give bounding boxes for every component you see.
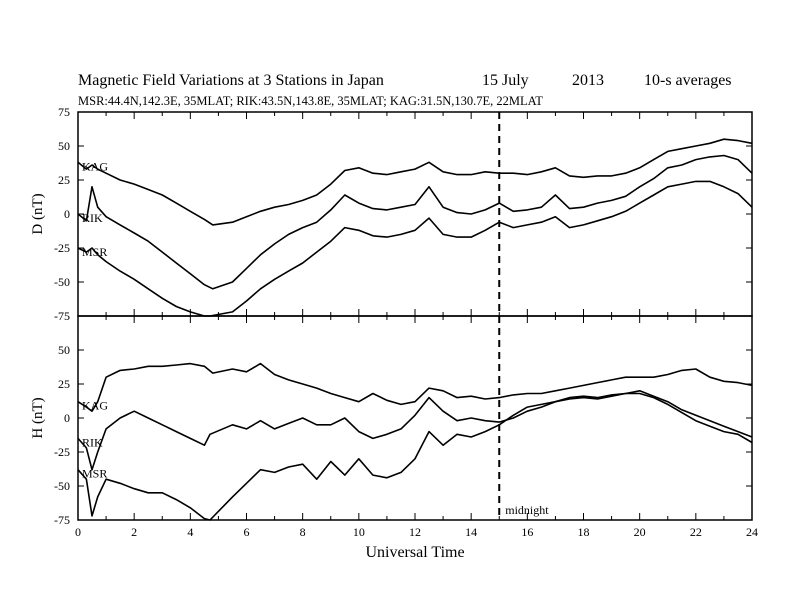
x-tick-label: 8 (300, 525, 306, 539)
x-tick-label: 22 (690, 525, 702, 539)
x-tick-label: 16 (521, 525, 533, 539)
y-tick-label: -75 (54, 513, 70, 527)
y-tick-label: 25 (58, 173, 70, 187)
y-tick-label: 25 (58, 377, 70, 391)
x-tick-label: 12 (409, 525, 421, 539)
series-label-kag-top: KAG (82, 159, 108, 173)
series-line-kag-top (77, 138, 753, 226)
y-tick-label: 50 (58, 343, 70, 357)
series-label-rik-bottom: RIK (82, 435, 103, 449)
x-tick-label: 6 (244, 525, 250, 539)
y-tick-label: 0 (64, 411, 70, 425)
series-line-rik-bottom (77, 392, 753, 471)
x-tick-label: 10 (353, 525, 365, 539)
y-axis-label-bottom: H (nT) (30, 397, 46, 438)
x-tick-label: 14 (465, 525, 477, 539)
panel-frame-top (77, 111, 753, 317)
x-tick-label: 0 (75, 525, 81, 539)
panel-top: 75 50 25 0 -25 -50 -75 D (nT) KAG RIK MSR (30, 105, 753, 323)
y-tick-label: -50 (54, 275, 70, 289)
series-label-kag-bottom: KAG (82, 399, 108, 413)
x-axis-label: Universal Time (365, 544, 464, 561)
series-line-msr-bottom (77, 390, 753, 521)
x-tick-label: 2 (131, 525, 137, 539)
x-tick-label: 4 (187, 525, 193, 539)
chart-averaging-note: 10-s averages (644, 72, 732, 89)
chart-date-day: 15 July (482, 72, 529, 89)
series-label-msr-bottom: MSR (82, 467, 107, 481)
midnight-annotation: midnight (505, 503, 549, 517)
series-label-rik-top: RIK (82, 211, 103, 225)
y-tick-label: -25 (54, 241, 70, 255)
series-label-msr-top: MSR (82, 245, 107, 259)
y-tick-label: -25 (54, 445, 70, 459)
chart-date-year: 2013 (572, 72, 604, 89)
chart-station-subtitle: MSR:44.4N,142.3E, 35MLAT; RIK:43.5N,143.… (78, 94, 543, 108)
y-tick-label: -50 (54, 479, 70, 493)
x-tick-label: 18 (578, 525, 590, 539)
x-tick-label: 20 (634, 525, 646, 539)
chart-title: Magnetic Field Variations at 3 Stations … (78, 72, 384, 89)
series-line-kag-bottom (77, 362, 753, 412)
y-tick-label: 75 (58, 105, 70, 119)
y-axis-label-top: D (nT) (30, 193, 46, 234)
x-tick-label: 24 (746, 525, 758, 539)
series-line-rik-top (77, 154, 753, 290)
y-tick-label: 0 (64, 207, 70, 221)
panel-frame-bottom (77, 315, 753, 521)
y-tick-label: 50 (58, 139, 70, 153)
y-tick-label: -75 (54, 309, 70, 323)
series-line-msr-top (77, 180, 753, 317)
